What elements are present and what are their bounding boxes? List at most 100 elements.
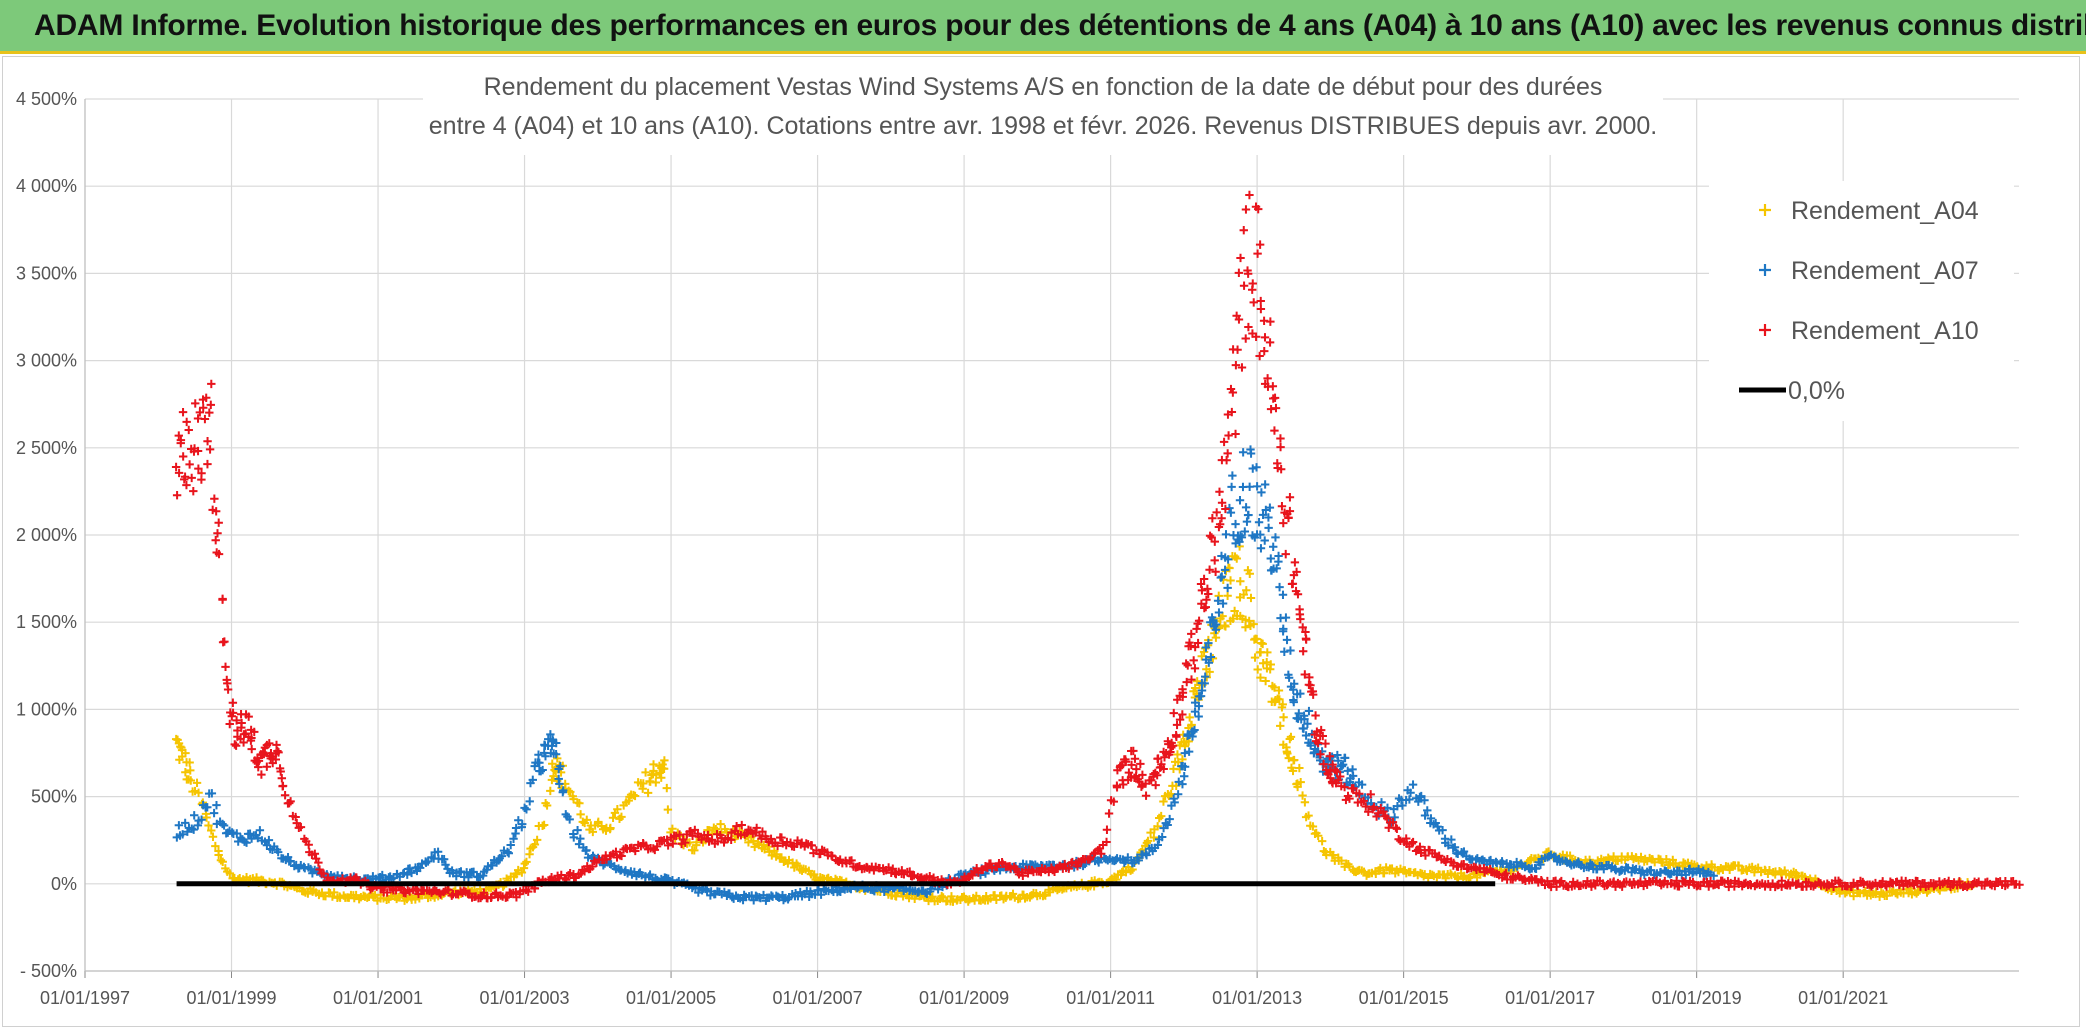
point-rendement-a10	[277, 773, 287, 783]
point-rendement-a10	[1255, 351, 1264, 361]
point-rendement-a04	[1293, 782, 1302, 792]
point-rendement-a07	[1282, 635, 1292, 645]
point-rendement-a07	[1286, 646, 1295, 655]
y-tick-label: 4 000%	[16, 176, 77, 196]
point-rendement-a07	[1184, 747, 1194, 756]
point-rendement-a10	[1104, 809, 1114, 818]
point-rendement-a10	[230, 740, 239, 749]
point-rendement-a04	[328, 892, 337, 901]
point-rendement-a07	[569, 833, 578, 842]
point-rendement-a10	[1913, 877, 1922, 886]
point-rendement-a10	[1557, 876, 1566, 886]
point-rendement-a07	[469, 867, 478, 877]
point-rendement-a10	[205, 445, 215, 454]
point-rendement-a10	[202, 393, 211, 402]
point-rendement-a10	[588, 862, 597, 871]
point-rendement-a07	[1252, 463, 1261, 472]
point-rendement-a10	[1581, 880, 1591, 890]
point-rendement-a07	[433, 847, 443, 856]
point-rendement-a07	[1194, 701, 1204, 711]
point-rendement-a10	[1234, 315, 1244, 324]
point-rendement-a10	[1345, 794, 1354, 803]
point-rendement-a04	[532, 835, 542, 845]
point-rendement-a04	[1604, 853, 1613, 863]
point-rendement-a10	[1292, 567, 1301, 577]
point-rendement-a07	[1190, 725, 1199, 735]
point-rendement-a07	[1211, 625, 1221, 634]
point-rendement-a04	[660, 756, 669, 765]
point-rendement-a04	[1230, 606, 1239, 616]
point-rendement-a07	[1258, 510, 1268, 520]
point-rendement-a10	[1244, 322, 1253, 332]
point-rendement-a04	[668, 824, 677, 833]
point-rendement-a10	[193, 446, 203, 456]
point-rendement-a10	[1704, 882, 1713, 891]
point-rendement-a10	[2015, 880, 2024, 889]
point-rendement-a10	[1268, 382, 1278, 391]
point-rendement-a10	[447, 891, 456, 900]
point-rendement-a10	[1237, 363, 1247, 372]
point-rendement-a04	[576, 810, 585, 819]
point-rendement-a07	[1272, 564, 1281, 573]
point-rendement-a10	[1276, 434, 1285, 443]
point-rendement-a07	[1444, 841, 1453, 850]
point-rendement-a10	[1394, 835, 1403, 844]
point-rendement-a10	[213, 529, 222, 538]
point-rendement-a10	[929, 873, 938, 882]
point-rendement-a07	[547, 741, 557, 751]
point-rendement-a04	[575, 799, 584, 808]
point-rendement-a07	[1130, 858, 1139, 867]
point-rendement-a07	[1235, 496, 1245, 505]
point-rendement-a10	[1421, 851, 1430, 860]
point-rendement-a10	[1217, 498, 1227, 508]
point-rendement-a10	[1285, 506, 1295, 516]
point-rendement-a07	[868, 885, 877, 895]
point-rendement-a10	[1298, 623, 1307, 632]
point-rendement-a10	[1153, 754, 1163, 763]
point-rendement-a10	[272, 740, 281, 750]
point-rendement-a10	[1102, 825, 1112, 834]
legend-label: Rendement_A04	[1791, 197, 1979, 225]
point-rendement-a07	[1245, 482, 1254, 492]
point-rendement-a07	[478, 871, 488, 880]
x-tick-label: 01/01/2001	[333, 988, 423, 1008]
point-rendement-a10	[1254, 204, 1263, 214]
point-rendement-a07	[415, 863, 425, 873]
point-rendement-a10	[1364, 807, 1373, 816]
point-rendement-a04	[225, 869, 235, 878]
point-rendement-a07	[1153, 840, 1162, 850]
point-rendement-a10	[1187, 675, 1196, 684]
point-rendement-a10	[211, 507, 221, 516]
point-rendement-a04	[566, 787, 575, 797]
point-rendement-a04	[1241, 623, 1250, 632]
point-rendement-a10	[905, 867, 914, 876]
point-rendement-a07	[1257, 488, 1266, 497]
point-rendement-a04	[779, 857, 788, 867]
point-rendement-a10	[1500, 870, 1509, 880]
point-rendement-a10	[847, 856, 856, 865]
point-rendement-a10	[1109, 797, 1118, 806]
point-rendement-a10	[1171, 730, 1181, 740]
point-rendement-a07	[1420, 811, 1430, 820]
point-rendement-a07	[504, 849, 514, 858]
point-rendement-a10	[1270, 393, 1280, 403]
point-rendement-a10	[1271, 403, 1281, 413]
point-rendement-a10	[221, 662, 230, 672]
point-rendement-a10	[1192, 624, 1201, 634]
point-rendement-a07	[565, 815, 574, 824]
point-rendement-a10	[1178, 688, 1188, 697]
point-rendement-a10	[304, 840, 313, 849]
point-rendement-a07	[536, 767, 545, 776]
point-rendement-a04	[763, 842, 772, 851]
point-rendement-a10	[1152, 771, 1162, 780]
point-rendement-a10	[207, 379, 216, 389]
point-rendement-a10	[182, 417, 191, 427]
point-rendement-a04	[1379, 868, 1389, 878]
point-rendement-a10	[274, 748, 283, 757]
point-rendement-a04	[1225, 563, 1234, 573]
point-rendement-a10	[1129, 746, 1138, 756]
point-rendement-a07	[1438, 825, 1447, 835]
point-rendement-a07	[1180, 772, 1189, 781]
point-rendement-a04	[1246, 593, 1256, 603]
point-rendement-a10	[1609, 877, 1618, 886]
